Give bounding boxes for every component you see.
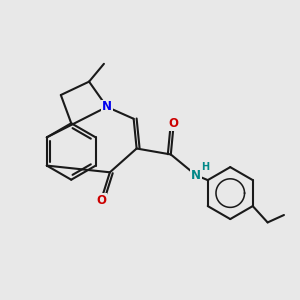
Text: O: O <box>169 117 179 130</box>
Text: H: H <box>202 162 210 172</box>
Text: N: N <box>191 169 201 182</box>
Text: O: O <box>96 194 106 207</box>
Text: N: N <box>102 100 112 113</box>
